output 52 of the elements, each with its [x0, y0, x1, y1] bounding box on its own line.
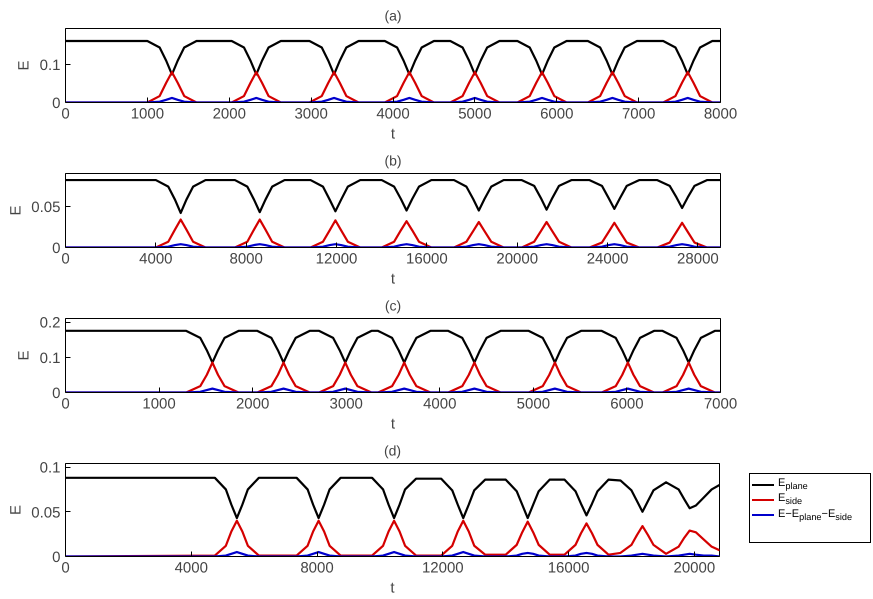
y-axis-title: E — [16, 350, 33, 360]
y-tick-label: 0.2 — [40, 314, 61, 332]
x-tick-label: 8000 — [704, 106, 738, 122]
y-tick-label: 0.1 — [40, 460, 61, 477]
x-tick-label: 8000 — [300, 560, 334, 576]
x-tick-label: 6000 — [610, 396, 644, 412]
y-tick-label: 0.05 — [31, 504, 61, 522]
x-tick-label: 4000 — [174, 560, 208, 576]
chart-title: (a) — [384, 8, 402, 24]
x-tick-label: 7000 — [622, 106, 656, 122]
y-tick-label: 0 — [52, 549, 60, 566]
y-tick-label: 0 — [52, 385, 60, 402]
y-tick-label: 0 — [52, 95, 60, 112]
y-tick-label: 0.1 — [40, 350, 61, 367]
x-tick-label: 3000 — [330, 396, 363, 412]
x-tick-label: 6000 — [540, 106, 574, 122]
x-tick-label: 5000 — [458, 106, 492, 122]
y-axis-title: E — [7, 205, 24, 216]
y-tick-label: 0 — [52, 240, 60, 257]
x-tick-label: 20000 — [673, 560, 716, 576]
chart-title: (c) — [384, 298, 402, 314]
x-tick-label: 28000 — [677, 250, 719, 268]
x-tick-label: 16000 — [548, 560, 590, 576]
y-axis-title: E — [7, 504, 24, 515]
x-tick-label: 1000 — [130, 106, 164, 122]
x-tick-label: 24000 — [586, 250, 628, 268]
legend-label: E$_{side}$ — [778, 492, 802, 507]
x-tick-label: 8000 — [230, 250, 263, 268]
x-tick-label: 4000 — [423, 396, 456, 412]
legend-label: E−E$_{plane}$−E$_{side}$ — [778, 508, 852, 522]
x-tick-label: 1000 — [142, 396, 176, 412]
x-axis-title: t — [390, 580, 396, 596]
legend-label: E$_{plane}$ — [778, 477, 808, 492]
x-axis-title: t — [390, 270, 396, 288]
x-tick-label: 4000 — [139, 250, 173, 268]
x-tick-label: 12000 — [422, 560, 464, 576]
x-tick-label: 2000 — [212, 106, 246, 122]
x-tick-label: 2000 — [236, 396, 270, 412]
x-tick-label: 20000 — [496, 250, 538, 268]
x-tick-label: 16000 — [406, 250, 448, 268]
y-tick-label: 0.05 — [31, 198, 61, 216]
x-tick-label: 12000 — [316, 250, 358, 268]
y-axis-title: E — [16, 60, 33, 70]
x-tick-label: 7000 — [704, 396, 738, 412]
x-tick-label: 5000 — [516, 396, 550, 412]
y-tick-label: 0.1 — [40, 57, 61, 74]
x-tick-label: 4000 — [376, 106, 410, 122]
x-axis-title: t — [390, 126, 396, 142]
chart-title: (b) — [384, 152, 402, 168]
x-tick-label: 3000 — [294, 106, 328, 122]
chart-title: (d) — [384, 442, 402, 458]
x-axis-title: t — [390, 416, 396, 432]
